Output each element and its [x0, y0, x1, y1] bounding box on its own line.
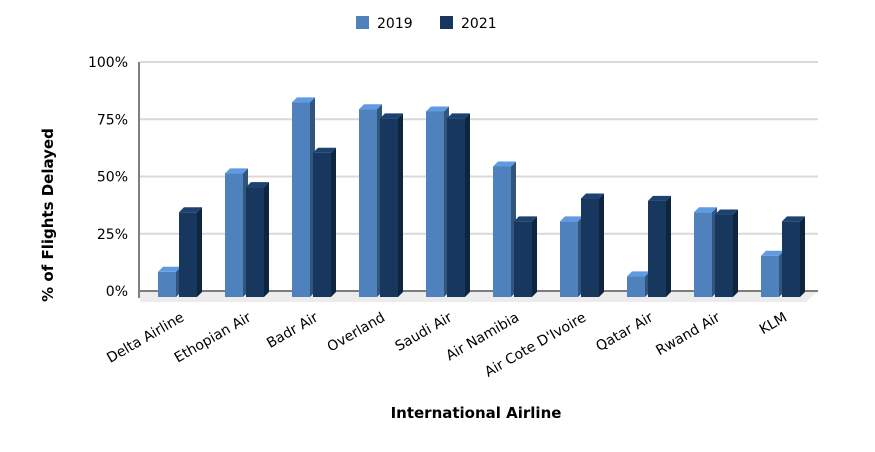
bar-2021	[648, 195, 671, 297]
bar-side	[465, 113, 470, 297]
bar-side	[197, 207, 202, 297]
bar-side	[666, 195, 671, 297]
bar-side	[398, 113, 403, 297]
bar-2019	[493, 161, 516, 297]
bar-top	[782, 216, 805, 222]
bar-2019	[426, 106, 449, 297]
y-tick-label: 75%	[97, 112, 128, 128]
bar-top	[225, 168, 248, 174]
bar-front	[426, 111, 444, 297]
bar-2019	[761, 250, 784, 297]
bar-2021	[380, 113, 403, 297]
bar-top	[380, 113, 403, 119]
bar-front	[514, 221, 532, 297]
bar-top	[761, 250, 784, 256]
bar-top	[292, 97, 315, 103]
bar-side	[800, 216, 805, 297]
bar-2019	[694, 207, 717, 297]
y-tick-label: 50%	[97, 170, 128, 186]
bar-front	[560, 221, 578, 297]
x-tick-label: Badr Air	[264, 309, 321, 351]
legend-label-2019: 2019	[377, 16, 413, 32]
bar-front	[225, 173, 243, 297]
bar-front	[627, 276, 645, 297]
bar-front	[359, 109, 377, 297]
bar-2021	[514, 216, 537, 297]
bar-2019	[627, 271, 650, 297]
bar-top	[627, 271, 650, 277]
x-tick-label: Rwand Air	[653, 309, 723, 359]
legend-swatch-2019	[356, 16, 369, 29]
bar-2021	[447, 113, 470, 297]
bar-top	[313, 147, 336, 153]
bar-top	[514, 216, 537, 222]
bar-2021	[179, 207, 202, 297]
x-tick-label: Ethopian Air	[172, 309, 254, 366]
bar-front	[715, 214, 733, 297]
bar-side	[733, 209, 738, 297]
bar-2021	[246, 182, 269, 297]
bars	[158, 97, 805, 297]
bar-side	[264, 182, 269, 297]
legend: 2019 2021	[356, 16, 497, 32]
bar-top	[426, 106, 449, 112]
bar-front	[694, 212, 712, 297]
bar-top	[246, 182, 269, 188]
bar-top	[715, 209, 738, 215]
bar-front	[313, 152, 331, 297]
bar-front	[648, 200, 666, 297]
bar-front	[246, 187, 264, 297]
legend-swatch-2021	[440, 16, 453, 29]
x-tick-label: Overland	[325, 310, 388, 356]
bar-2019	[560, 216, 583, 297]
bar-side	[331, 147, 336, 297]
bar-front	[761, 255, 779, 297]
bar-side	[599, 193, 604, 297]
bar-2021	[782, 216, 805, 297]
bar-top	[158, 266, 181, 272]
y-tick-label: 100%	[88, 55, 128, 71]
bar-side	[532, 216, 537, 297]
bar-top	[447, 113, 470, 119]
bar-top	[581, 193, 604, 199]
bar-front	[782, 221, 800, 297]
bar-front	[447, 118, 465, 297]
legend-label-2021: 2021	[461, 16, 497, 32]
y-tick-label: 0%	[106, 284, 128, 300]
bar-2021	[715, 209, 738, 297]
bar-top	[560, 216, 583, 222]
bar-2019	[158, 266, 181, 297]
y-tick-label: 25%	[97, 227, 128, 243]
bar-2021	[313, 147, 336, 297]
bar-front	[380, 118, 398, 297]
bar-top	[493, 161, 516, 167]
bar-2021	[581, 193, 604, 297]
bar-front	[493, 166, 511, 297]
bar-front	[292, 102, 310, 297]
bar-top	[179, 207, 202, 213]
x-tick-label: Qatar Air	[593, 309, 656, 355]
bar-front	[581, 198, 599, 297]
bar-front	[158, 271, 176, 297]
bar-2019	[292, 97, 315, 297]
bar-2019	[359, 104, 382, 297]
bar-front	[179, 212, 197, 297]
bar-top	[694, 207, 717, 213]
y-axis-label: % of Flights Delayed	[39, 128, 57, 302]
bar-2019	[225, 168, 248, 297]
bar-top	[648, 195, 671, 201]
x-axis-label: International Airline	[391, 404, 562, 422]
bar-top	[359, 104, 382, 110]
x-tick-label: KLM	[757, 310, 790, 338]
